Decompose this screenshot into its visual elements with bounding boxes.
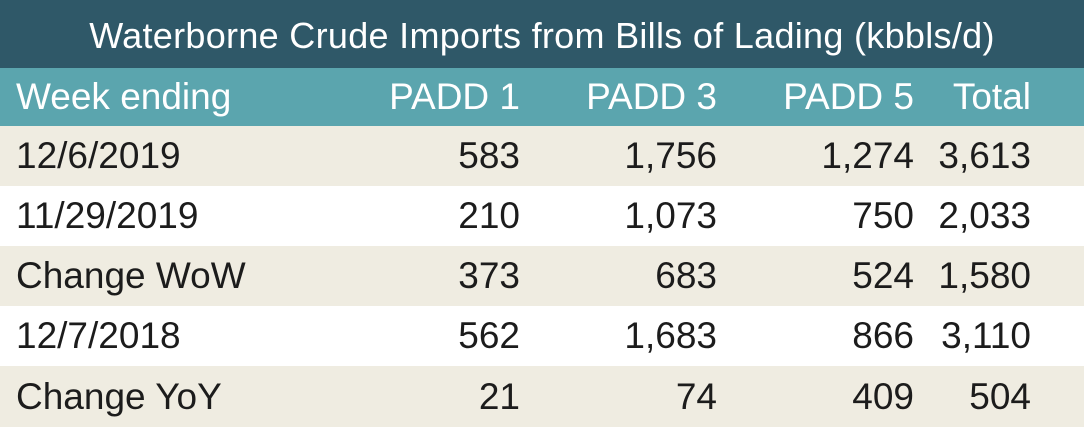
column-header-padd3: PADD 3 [586,76,717,117]
column-header-week-ending: Week ending [16,76,232,117]
row-label: Change WoW [16,255,246,296]
cell-padd3: 1,073 [624,195,717,236]
column-header-padd5: PADD 5 [783,76,914,117]
table-row: Change WoW 373 683 524 1,580 [0,246,1084,306]
row-label: 11/29/2019 [16,195,199,236]
cell-total: 3,110 [941,315,1031,356]
cell-total: 2,033 [938,195,1031,236]
column-header-padd1: PADD 1 [389,76,520,117]
cell-padd5: 750 [852,195,914,236]
column-header-total: Total [952,76,1031,117]
cell-padd3: 1,683 [624,315,717,356]
cell-padd1: 562 [458,315,520,356]
table-row: Change YoY 21 74 409 504 [0,366,1084,427]
cell-padd3: 683 [655,255,717,296]
cell-total: 3,613 [938,135,1031,176]
cell-padd3: 74 [675,375,717,417]
cell-padd5: 409 [852,375,914,417]
table-row: 11/29/2019 210 1,073 750 2,033 [0,186,1084,246]
cell-padd1: 373 [458,255,520,296]
row-label: 12/6/2019 [16,135,181,176]
cell-padd3: 1,756 [624,135,717,176]
cell-padd5: 866 [852,315,914,356]
table-row: 12/7/2018 562 1,683 866 3,110 [0,306,1084,366]
cell-padd5: 1,274 [821,135,914,176]
table-title: Waterborne Crude Imports from Bills of L… [0,0,1084,68]
header-row: Week ending PADD 1 PADD 3 PADD 5 Total [0,68,1084,126]
table-row: 12/6/2019 583 1,756 1,274 3,613 [0,126,1084,186]
row-label: 12/7/2018 [16,315,181,356]
cell-padd1: 583 [458,135,520,176]
cell-total: 1,580 [938,255,1031,296]
cell-padd5: 524 [852,255,914,296]
row-label: Change YoY [16,375,222,417]
cell-padd1: 210 [458,195,520,236]
cell-padd1: 21 [478,375,520,417]
cell-total: 504 [969,375,1031,417]
